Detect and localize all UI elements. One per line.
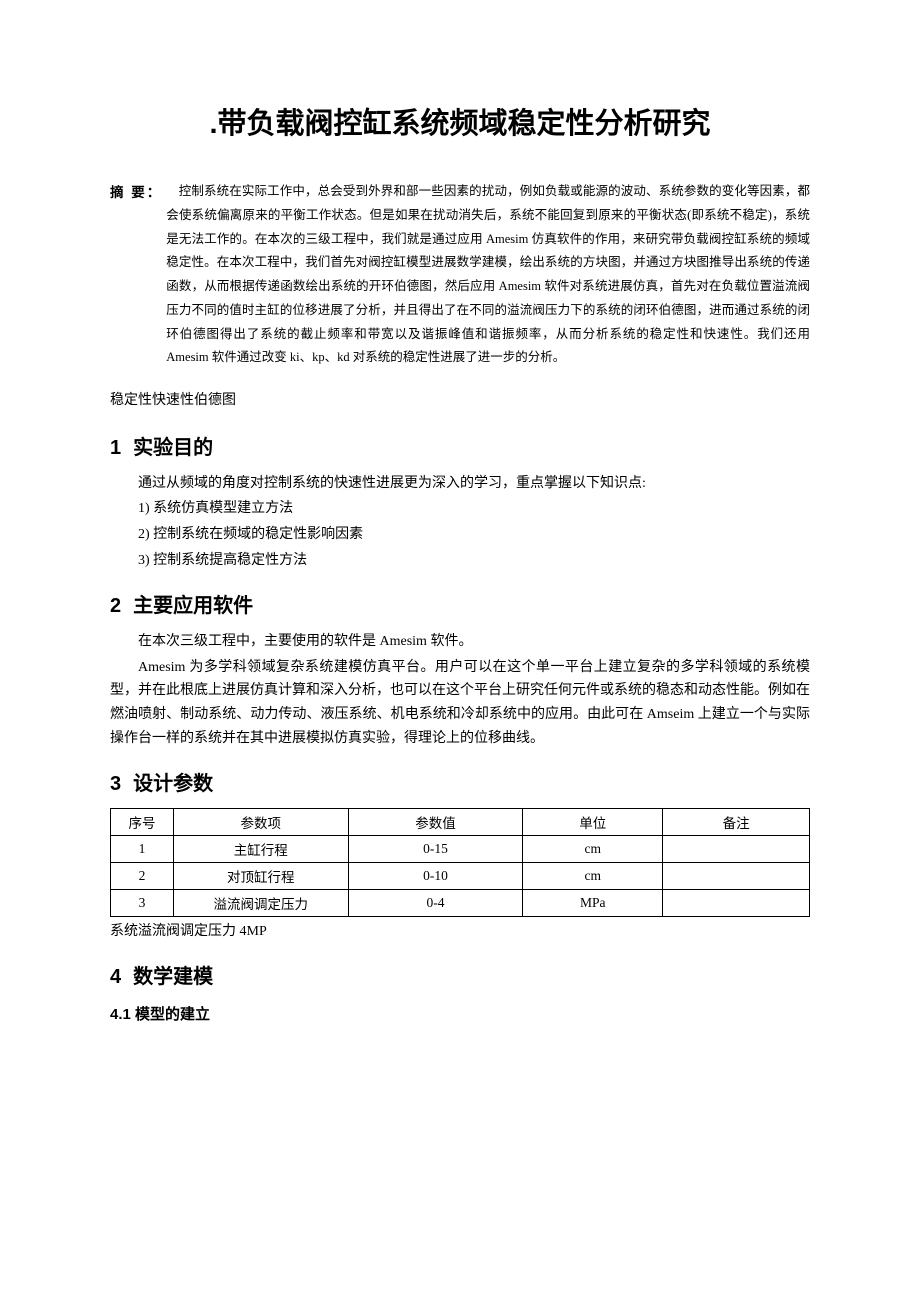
table-cell	[663, 835, 810, 862]
abstract-label: 摘 要：	[110, 180, 162, 201]
section-1-item-3: 3) 控制系统提高稳定性方法	[110, 549, 810, 573]
section-1-number: 1	[110, 437, 121, 460]
section-4-number: 4	[110, 966, 121, 989]
table-cell	[663, 862, 810, 889]
section-2-title: 主要应用软件	[133, 595, 253, 617]
keywords-line: 稳定性快速性伯德图	[110, 388, 810, 415]
table-cell: 1	[111, 835, 174, 862]
table-cell: cm	[523, 862, 663, 889]
section-3-title: 设计参数	[133, 773, 213, 795]
table-header-2: 参数值	[348, 808, 523, 835]
section-1-item-2: 2) 控制系统在频域的稳定性影响因素	[110, 523, 810, 547]
table-cell: 溢流阀调定压力	[173, 889, 348, 916]
table-header-0: 序号	[111, 808, 174, 835]
abstract-body: 控制系统在实际工作中，总会受到外界和部一些因素的扰动，例如负载或能源的波动、系统…	[166, 180, 810, 370]
section-3-heading: 3 设计参数	[110, 767, 810, 796]
section-2-para-1: 在本次三级工程中，主要使用的软件是 Amesim 软件。	[110, 630, 810, 654]
table-header-row: 序号 参数项 参数值 单位 备注	[111, 808, 810, 835]
table-cell: 3	[111, 889, 174, 916]
table-cell: 0-15	[348, 835, 523, 862]
table-row: 1 主缸行程 0-15 cm	[111, 835, 810, 862]
section-4-title: 数学建模	[133, 966, 213, 988]
table-cell: cm	[523, 835, 663, 862]
section-1-title: 实验目的	[133, 437, 213, 459]
table-cell	[663, 889, 810, 916]
table-footnote: 系统溢流阀调定压力 4MP	[110, 920, 810, 944]
table-row: 2 对顶缸行程 0-10 cm	[111, 862, 810, 889]
section-2-number: 2	[110, 595, 121, 618]
document-title: .带负载阀控缸系统频域稳定性分析研究	[110, 100, 810, 142]
subsection-4-1-heading: 4.1 模型的建立	[110, 1003, 810, 1024]
table-cell: 0-4	[348, 889, 523, 916]
document-page: .带负载阀控缸系统频域稳定性分析研究 摘 要： 控制系统在实际工作中，总会受到外…	[0, 0, 920, 1302]
section-1-intro: 通过从频域的角度对控制系统的快速性进展更为深入的学习，重点掌握以下知识点:	[110, 472, 810, 496]
table-header-1: 参数项	[173, 808, 348, 835]
abstract-block: 摘 要： 控制系统在实际工作中，总会受到外界和部一些因素的扰动，例如负载或能源的…	[110, 180, 810, 370]
section-2-para-2: Amesim 为多学科领域复杂系统建模仿真平台。用户可以在这个单一平台上建立复杂…	[110, 656, 810, 751]
table-cell: 对顶缸行程	[173, 862, 348, 889]
section-1-item-1: 1) 系统仿真模型建立方法	[110, 497, 810, 521]
table-cell: 主缸行程	[173, 835, 348, 862]
table-header-3: 单位	[523, 808, 663, 835]
section-1-heading: 1 实验目的	[110, 431, 810, 460]
section-4-heading: 4 数学建模	[110, 960, 810, 989]
table-row: 3 溢流阀调定压力 0-4 MPa	[111, 889, 810, 916]
table-cell: 0-10	[348, 862, 523, 889]
section-2-heading: 2 主要应用软件	[110, 589, 810, 618]
table-header-4: 备注	[663, 808, 810, 835]
table-cell: MPa	[523, 889, 663, 916]
section-3-number: 3	[110, 773, 121, 796]
parameter-table: 序号 参数项 参数值 单位 备注 1 主缸行程 0-15 cm 2 对顶缸行程 …	[110, 808, 810, 917]
table-cell: 2	[111, 862, 174, 889]
